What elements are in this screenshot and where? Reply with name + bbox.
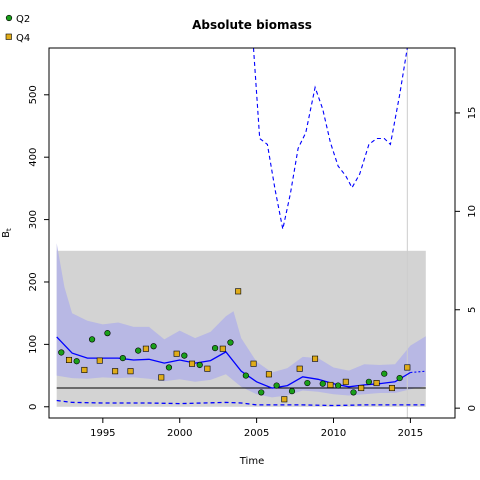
q2-point [381,370,388,377]
y-tick-label: 300 [28,210,39,229]
x-tick-label: 2015 [398,428,423,439]
y-tick-label: 500 [28,85,39,104]
x-tick-label: 2010 [321,428,346,439]
plot-area [56,48,426,418]
q4-point [358,385,365,392]
q4-point [265,371,272,378]
q4-point [112,368,119,375]
y2-tick-label: 0 [467,405,478,411]
q2-point [135,347,142,354]
q2-point [58,349,65,356]
q4-point [281,396,288,403]
q4-point [342,378,349,385]
axes: 1995 2000 2005 2010 2015 0 100 200 300 400 500 0 5 10… [28,47,478,439]
legend-marker-q4 [5,33,12,40]
legend: Q2 Q4 [5,14,30,44]
legend-marker-q2 [5,14,13,22]
y-axis-label-sub: t [5,228,13,231]
q2-point [227,339,234,346]
q4-point [235,288,242,295]
q4-point [173,350,180,357]
q2-point [365,378,372,385]
q2-point [211,345,219,352]
q2-point [335,382,342,389]
q2-point [119,355,126,362]
q4-point [388,385,395,392]
x-axis-label: Time [239,456,264,467]
q4-point [219,345,226,352]
q2-point [165,364,173,371]
y-axis-label-main: B [1,231,12,238]
x-tick-label: 2005 [244,428,269,439]
y-tick-label: 100 [28,335,39,354]
legend-label-q4: Q4 [16,33,30,44]
biomass-estimate-line [56,336,411,389]
q2-point [288,388,296,395]
q2-point [181,352,188,359]
q4-point [373,380,380,387]
x-tick-label: 2000 [167,428,192,439]
q4-point [81,366,88,373]
q4-point [296,365,303,372]
q4-point [204,365,211,372]
plot-clipped-group [56,48,426,418]
q2-point [396,374,403,382]
q4-point [404,364,411,371]
q2-point [242,372,249,379]
y2-tick-label: 10 [467,205,478,218]
y2-tick-label: 5 [467,307,478,313]
q4-point [312,355,319,362]
legend-label-q2: Q2 [16,14,30,25]
chart-title: Absolute biomass [192,18,312,32]
y-tick-label: 200 [28,272,39,291]
q2-point [104,330,111,337]
q4-point [250,360,257,367]
y2-tick-label: 15 [467,107,478,120]
q2-point [319,380,326,387]
q4-point [127,368,134,375]
q2-point [350,389,357,396]
q2-point [88,336,96,343]
q2-point [73,358,80,365]
plot-frame [48,47,456,419]
y-tick-label: 0 [28,404,39,410]
q2-point [150,343,157,350]
q4-point [96,357,103,364]
y-tick-label: 400 [28,148,39,167]
q4-point [142,345,149,352]
q2-point [304,379,311,387]
q4-point [327,381,334,388]
y-axis-label: Bt [1,228,13,238]
lower-bound-dashed-line [56,399,426,407]
q4-point [158,374,165,381]
biomass-forecast-line [410,370,426,374]
q2-point [258,389,265,396]
q4-point [65,356,72,363]
q4-point [189,360,196,367]
q2-point [196,361,203,369]
q2-point [273,382,280,389]
x-tick-label: 1995 [90,428,115,439]
